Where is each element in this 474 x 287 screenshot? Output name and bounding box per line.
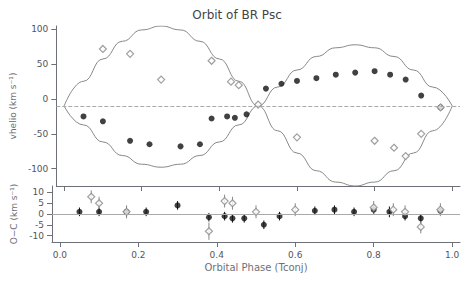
- svg-text:-10: -10: [29, 231, 44, 241]
- svg-text:1.0: 1.0: [445, 250, 460, 260]
- svg-text:0.0: 0.0: [53, 250, 68, 260]
- svg-text:0.6: 0.6: [288, 250, 303, 260]
- svg-text:0.8: 0.8: [367, 250, 382, 260]
- svg-text:0: 0: [43, 94, 49, 104]
- svg-text:-100: -100: [28, 164, 49, 174]
- svg-text:vhelio (km s⁻¹): vhelio (km s⁻¹): [8, 73, 18, 140]
- svg-text:O−C (km s⁻¹): O−C (km s⁻¹): [9, 184, 19, 245]
- svg-text:-50: -50: [34, 129, 49, 139]
- svg-text:0.4: 0.4: [210, 250, 225, 260]
- svg-text:0.2: 0.2: [131, 250, 145, 260]
- svg-text:Orbit of BR Psc: Orbit of BR Psc: [192, 8, 282, 22]
- svg-text:50: 50: [37, 59, 49, 69]
- svg-text:100: 100: [31, 24, 48, 34]
- svg-text:Orbital Phase (Tconj): Orbital Phase (Tconj): [204, 262, 307, 273]
- svg-text:0: 0: [38, 209, 44, 219]
- svg-text:-5: -5: [35, 220, 44, 230]
- svg-text:5: 5: [38, 198, 44, 208]
- svg-text:10: 10: [33, 187, 45, 197]
